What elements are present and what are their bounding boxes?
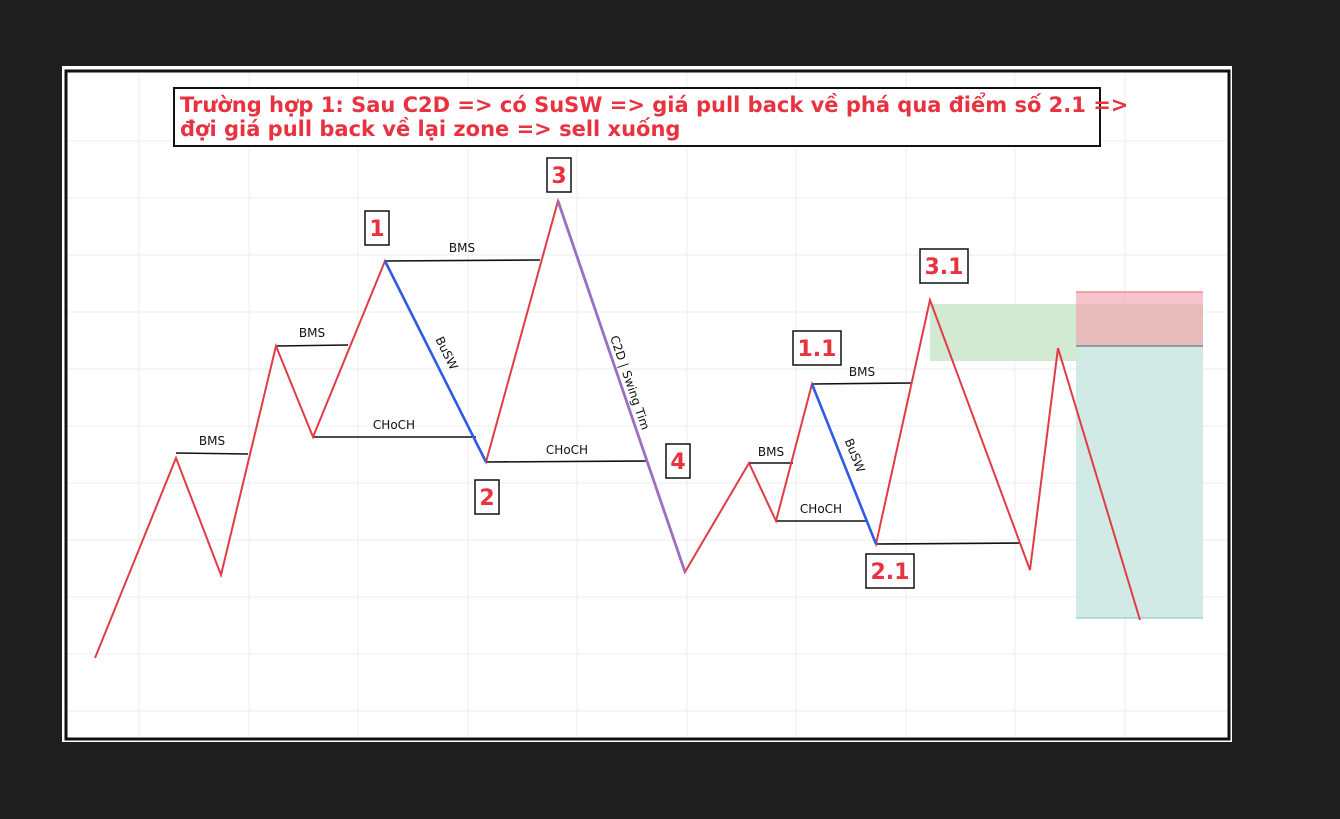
choch-label-2: CHoCH xyxy=(546,443,588,457)
point-1-1: 1.1 xyxy=(792,330,842,366)
bms-label-4: BMS xyxy=(758,445,784,459)
choch-label-3: CHoCH xyxy=(800,502,842,516)
title-line-1: Trường hợp 1: Sau C2D => có SuSW => giá … xyxy=(180,92,1128,117)
bms-label-1: BMS xyxy=(199,434,225,448)
busw-leg-1 xyxy=(383,260,488,463)
point-3-1-label: 3.1 xyxy=(925,255,964,280)
bms-label-5: BMS xyxy=(849,365,875,379)
grid xyxy=(68,73,1227,737)
bms-label-3: BMS xyxy=(449,241,475,255)
point-3-label: 3 xyxy=(551,164,566,189)
point-2: 2 xyxy=(474,479,500,515)
point-4: 4 xyxy=(665,443,691,479)
point-3-1: 3.1 xyxy=(919,248,969,284)
chart-border xyxy=(64,69,1231,741)
chart-panel xyxy=(62,66,1232,742)
point-1: 1 xyxy=(364,210,390,246)
title-box: Trường hợp 1: Sau C2D => có SuSW => giá … xyxy=(173,87,1128,147)
c2d-leg xyxy=(556,200,687,573)
title-line-2: đợi giá pull back về lại zone => sell xu… xyxy=(180,117,680,141)
point-1-1-label: 1.1 xyxy=(798,337,837,362)
target-zone xyxy=(1076,346,1203,618)
point-2-1: 2.1 xyxy=(865,553,915,589)
stop-zone xyxy=(1076,292,1203,346)
choch-label-1: CHoCH xyxy=(373,418,415,432)
bms-label-2: BMS xyxy=(299,326,325,340)
busw-leg-2 xyxy=(810,383,878,545)
point-2-1-label: 2.1 xyxy=(871,560,910,585)
point-3: 3 xyxy=(546,157,572,193)
structure-lines xyxy=(175,259,1021,545)
point-4-label: 4 xyxy=(670,450,685,475)
point-2-label: 2 xyxy=(479,486,494,511)
point-1-label: 1 xyxy=(369,217,384,242)
